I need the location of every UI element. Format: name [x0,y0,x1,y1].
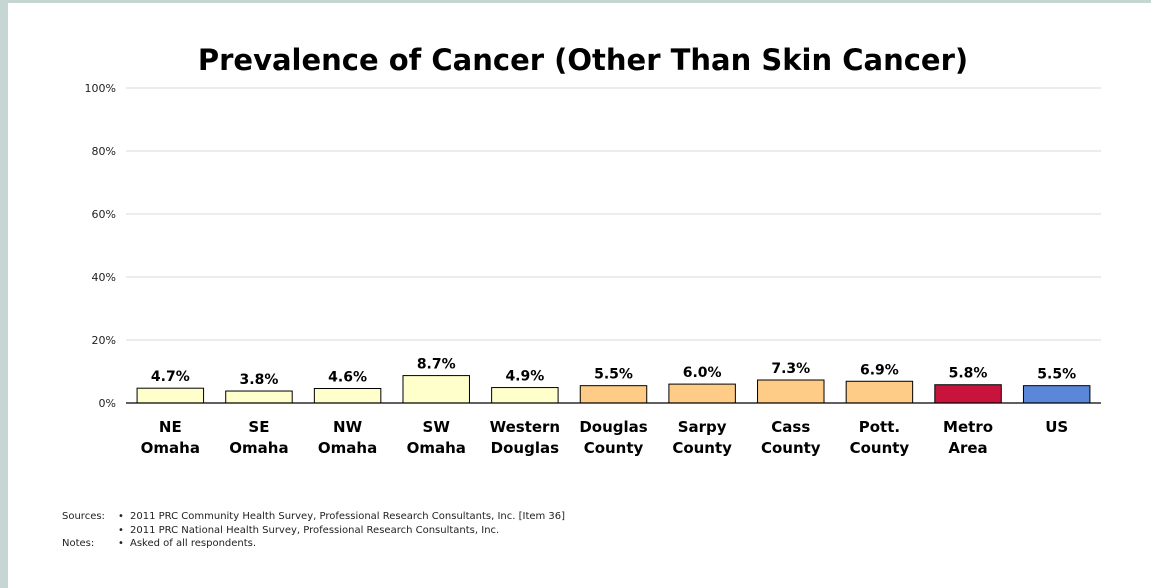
data-label: 7.3% [771,361,810,377]
x-tick-label: Omaha [318,439,377,457]
data-label: 6.9% [860,362,899,378]
x-tick-label: NE [159,418,182,436]
bar [579,385,648,404]
x-tick-label: Sarpy [678,418,727,436]
source-text-2: 2011 PRC National Health Survey, Profess… [130,524,500,536]
y-axis: 0% 20% 40% 60% 80% 100% [85,82,116,410]
data-labels: 4.7% 3.8% 4.6% 8.7% 4.9% 5.5% 6.0% 7.3% 6.9% 5.8%… [151,357,1076,388]
source-text-1: 2011 PRC Community Health Survey, Profes… [130,511,566,522]
data-label: 3.8% [240,372,279,388]
x-tick-label: Douglas [491,439,559,457]
note-row-1: Notes: • Asked of all respondents. [62,537,565,551]
bar-chart: Prevalence of Cancer (Other Than Skin Ca… [85,43,1101,457]
x-tick-label: Omaha [407,439,466,457]
x-tick-label: County [672,439,732,457]
data-label: 6.0% [683,365,722,381]
source-row-1: Sources: • 2011 PRC Community Health Sur… [62,510,565,524]
sources-label: Sources: [62,511,105,522]
data-label: 4.9% [505,369,544,385]
bar [313,388,382,404]
data-label: 4.6% [328,370,367,386]
data-label: 4.7% [151,369,190,385]
x-tick-label: Pott. [859,418,900,436]
gridlines [126,87,1101,341]
notes-label: Notes: [62,538,95,549]
bar [491,387,559,404]
x-tick-label: SE [248,418,269,436]
y-tick-label: 20% [92,334,116,347]
bullet-icon: • [118,511,124,522]
bar [1022,385,1091,404]
y-tick-label: 40% [92,271,116,284]
y-tick-label: 80% [92,145,116,158]
bullet-icon: • [118,524,124,536]
x-tick-label: County [584,439,644,457]
x-tick-label: Douglas [579,418,647,436]
x-tick-label: SW [423,418,451,436]
y-tick-label: 60% [92,208,116,221]
data-label: 5.8% [949,366,988,382]
bar [934,384,1002,404]
data-label: 5.5% [594,367,633,383]
x-tick-label: Cass [771,418,810,436]
bar [845,380,914,404]
x-tick-label: Omaha [141,439,200,457]
x-tick-label: Western [490,418,561,436]
data-label: 5.5% [1037,367,1076,383]
footnotes: Sources: • 2011 PRC Community Health Sur… [62,510,565,551]
x-tick-label: County [761,439,821,457]
bar [136,387,205,404]
data-label: 8.7% [417,357,456,373]
bar [757,379,825,404]
x-tick-label: Area [948,439,987,457]
source-row-2: • 2011 PRC National Health Survey, Profe… [62,524,565,538]
x-tick-label: US [1045,418,1068,436]
x-tick-label: Metro [943,418,993,436]
note-text-1: Asked of all respondents. [130,538,257,549]
y-tick-label: 100% [85,82,116,95]
x-axis: NE Omaha SE Omaha NW Omaha SW Omaha Western Dougl… [126,402,1101,457]
bullet-icon: • [118,538,124,549]
bar [225,390,293,404]
x-tick-label: NW [333,418,363,436]
slide: Prevalence of Cancer (Other Than Skin Ca… [8,3,1151,588]
x-tick-label: County [850,439,910,457]
y-tick-label: 0% [99,397,116,410]
bar [402,375,470,404]
chart-title: Prevalence of Cancer (Other Than Skin Ca… [198,43,968,77]
x-tick-label: Omaha [229,439,288,457]
bar [668,383,736,404]
